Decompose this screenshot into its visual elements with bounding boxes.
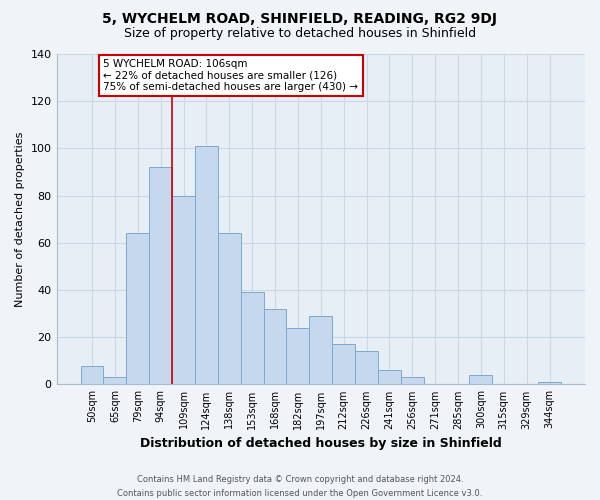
Bar (172, 196, 195, 384)
Bar (469, 375, 493, 384)
Y-axis label: Number of detached properties: Number of detached properties (15, 132, 25, 307)
Bar (241, 292, 263, 384)
Bar (355, 352, 378, 384)
Bar (149, 168, 172, 384)
Text: Size of property relative to detached houses in Shinfield: Size of property relative to detached ho… (124, 28, 476, 40)
Bar (80, 366, 103, 384)
Bar (127, 234, 149, 384)
Text: 5 WYCHELM ROAD: 106sqm
← 22% of detached houses are smaller (126)
75% of semi-de: 5 WYCHELM ROAD: 106sqm ← 22% of detached… (103, 58, 358, 92)
Bar (286, 328, 310, 384)
Bar (310, 316, 332, 384)
Bar (103, 378, 127, 384)
Text: 5, WYCHELM ROAD, SHINFIELD, READING, RG2 9DJ: 5, WYCHELM ROAD, SHINFIELD, READING, RG2… (103, 12, 497, 26)
Bar (538, 382, 561, 384)
Bar (263, 309, 286, 384)
Bar (332, 344, 355, 385)
Bar (195, 146, 218, 384)
Bar (218, 234, 241, 384)
Bar (401, 378, 424, 384)
Text: Contains HM Land Registry data © Crown copyright and database right 2024.
Contai: Contains HM Land Registry data © Crown c… (118, 476, 482, 498)
X-axis label: Distribution of detached houses by size in Shinfield: Distribution of detached houses by size … (140, 437, 502, 450)
Bar (378, 370, 401, 384)
